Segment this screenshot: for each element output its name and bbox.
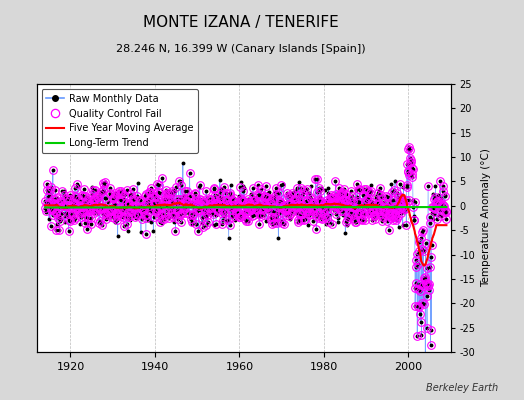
Text: Berkeley Earth: Berkeley Earth: [425, 383, 498, 393]
Y-axis label: Temperature Anomaly (°C): Temperature Anomaly (°C): [481, 148, 491, 288]
Text: 28.246 N, 16.399 W (Canary Islands [Spain]): 28.246 N, 16.399 W (Canary Islands [Spai…: [116, 44, 366, 54]
Legend: Raw Monthly Data, Quality Control Fail, Five Year Moving Average, Long-Term Tren: Raw Monthly Data, Quality Control Fail, …: [41, 89, 198, 153]
Text: MONTE IZANA / TENERIFE: MONTE IZANA / TENERIFE: [143, 15, 339, 30]
